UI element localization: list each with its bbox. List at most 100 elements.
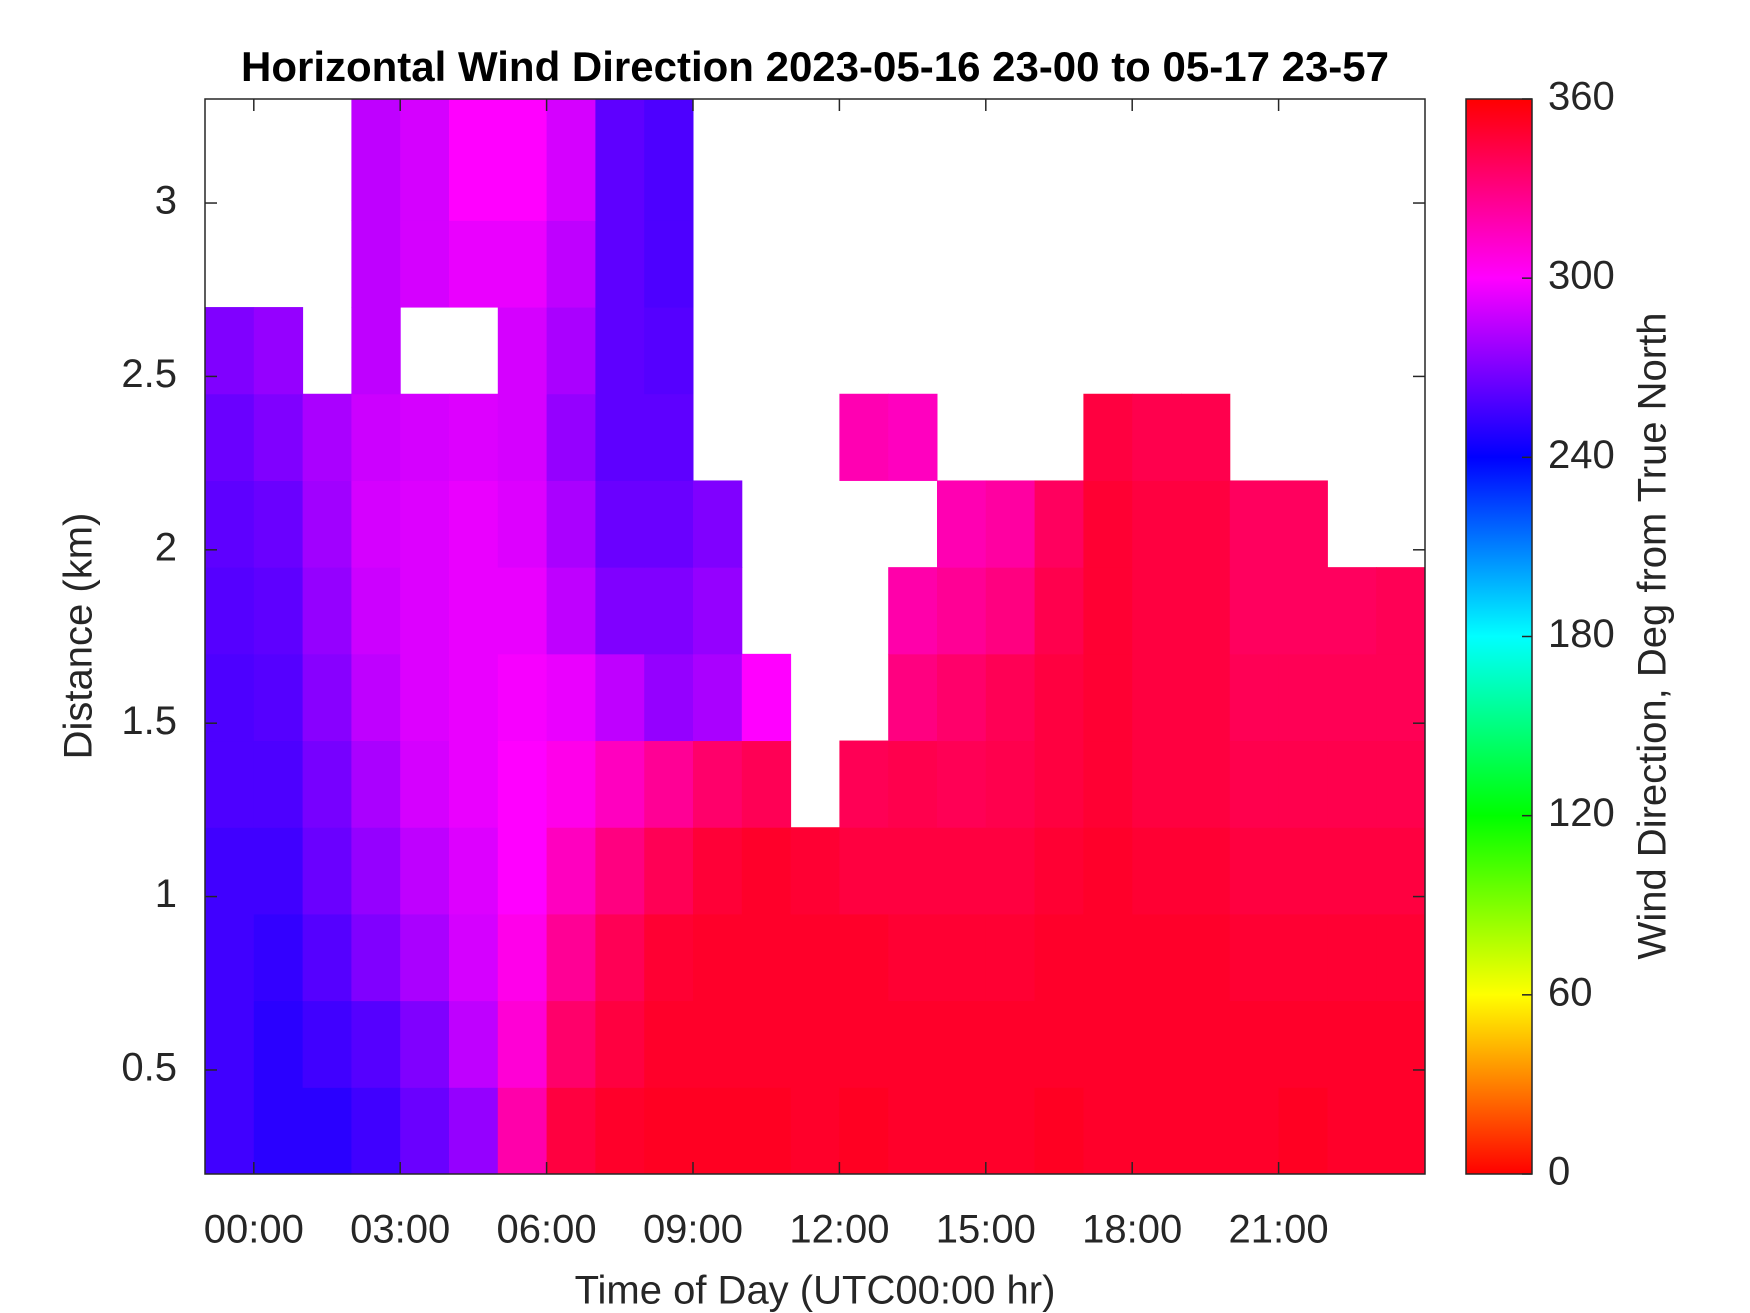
x-tick-label: 03:00 [350, 1208, 450, 1252]
heatmap-cell [351, 740, 401, 828]
heatmap-cell [497, 307, 548, 395]
heatmap-cell [449, 913, 499, 1002]
heatmap-cell [888, 1087, 938, 1175]
heatmap-cell [253, 307, 304, 395]
heatmap-cell [1229, 740, 1280, 828]
heatmap-cell [205, 567, 255, 655]
heatmap-cell [595, 827, 645, 915]
heatmap-cell [595, 393, 645, 481]
heatmap-cell [937, 480, 987, 568]
heatmap-cell [253, 827, 304, 915]
heatmap-cell [546, 913, 596, 1002]
heatmap-cell [1083, 827, 1133, 915]
heatmap-cell [546, 740, 596, 828]
heatmap-cell [839, 1087, 889, 1175]
heatmap-cell [351, 393, 401, 481]
heatmap-cell [546, 653, 596, 742]
plot-frame [204, 98, 1426, 1175]
heatmap-cell [693, 913, 743, 1002]
heatmap-cell [1278, 480, 1328, 568]
heatmap-cell [1181, 393, 1231, 481]
x-axis-label: Time of Day (UTC00:00 hr) [575, 1269, 1056, 1313]
heatmap-cell [985, 653, 1036, 742]
heatmap-cell [741, 913, 792, 1002]
heatmap-cell [1034, 480, 1084, 568]
heatmap-cell [1132, 827, 1182, 915]
heatmap-cell [888, 827, 938, 915]
heatmap-cell [839, 393, 889, 481]
heatmap-cell [546, 480, 596, 568]
heatmap-cell [595, 913, 645, 1002]
heatmap-cell [644, 913, 694, 1002]
heatmap-cell [741, 1000, 792, 1088]
heatmap-cell [595, 220, 645, 308]
heatmap-cell [1132, 567, 1182, 655]
heatmap-cell [546, 1087, 596, 1175]
heatmap-cell [1034, 1087, 1084, 1175]
heatmap-cell [888, 567, 938, 655]
heatmap-cell [449, 653, 499, 742]
heatmap-cell [693, 740, 743, 828]
heatmap-cell [1034, 653, 1084, 742]
heatmap-cell [497, 567, 548, 655]
heatmap-cell [302, 1000, 352, 1088]
heatmap-cell [351, 480, 401, 568]
heatmap-cell [937, 1000, 987, 1088]
colorbar-tick-label: 180 [1548, 612, 1615, 656]
heatmap-cell [790, 913, 840, 1002]
heatmap-cell [595, 740, 645, 828]
heatmap-cell [449, 827, 499, 915]
heatmap-cell [1278, 1087, 1328, 1175]
heatmap-cell [839, 913, 889, 1002]
heatmap-cell [351, 1000, 401, 1088]
heatmap-cell [937, 913, 987, 1002]
heatmap-cell [1132, 393, 1182, 481]
heatmap-cell [1083, 480, 1133, 568]
heatmap-cell [1083, 740, 1133, 828]
heatmap-cell [302, 480, 352, 568]
heatmap-cell [351, 1087, 401, 1175]
heatmap-cell [497, 913, 548, 1002]
heatmap-cell [1229, 567, 1280, 655]
heatmap-cell [449, 480, 499, 568]
heatmap-cell [253, 393, 304, 481]
heatmap-cell [1278, 1000, 1328, 1088]
heatmap-cell [1083, 1000, 1133, 1088]
heatmap-cell [253, 1000, 304, 1088]
heatmap-cell [253, 740, 304, 828]
heatmap-cell [595, 480, 645, 568]
heatmap-cell [400, 913, 450, 1002]
heatmap-cell [1229, 480, 1280, 568]
heatmap-cell [644, 220, 694, 308]
heatmap-cell [1327, 1000, 1377, 1088]
heatmap-cell [400, 653, 450, 742]
heatmap-cell [497, 1087, 548, 1175]
heatmap-cell [546, 393, 596, 481]
heatmap-cell [644, 740, 694, 828]
y-tick-label: 0.5 [121, 1046, 177, 1090]
heatmap-cell [1181, 567, 1231, 655]
heatmap-cell [595, 653, 645, 742]
heatmap-cell [302, 393, 352, 481]
heatmap-cell [985, 480, 1036, 568]
heatmap-cell [302, 913, 352, 1002]
heatmap-cell [449, 740, 499, 828]
heatmap-cell [449, 393, 499, 481]
heatmap-cell [449, 220, 499, 308]
heatmap-cell [1181, 827, 1231, 915]
heatmap-cell [253, 1087, 304, 1175]
heatmap-cell [1034, 827, 1084, 915]
heatmap-cell [1132, 480, 1182, 568]
heatmap-cell [449, 1087, 499, 1175]
heatmap-cell [1083, 913, 1133, 1002]
heatmap-cell [1376, 653, 1426, 742]
x-tick-label: 21:00 [1229, 1208, 1329, 1252]
colorbar-label: Wind Direction, Deg from True North [1631, 313, 1675, 960]
y-tick-label: 2.5 [121, 352, 177, 396]
heatmap-cell [985, 827, 1036, 915]
heatmap-cell [1278, 827, 1328, 915]
heatmap-cell [1034, 913, 1084, 1002]
heatmap-cell [595, 99, 645, 221]
y-tick-label: 1.5 [121, 699, 177, 743]
heatmap-cell [1327, 653, 1377, 742]
